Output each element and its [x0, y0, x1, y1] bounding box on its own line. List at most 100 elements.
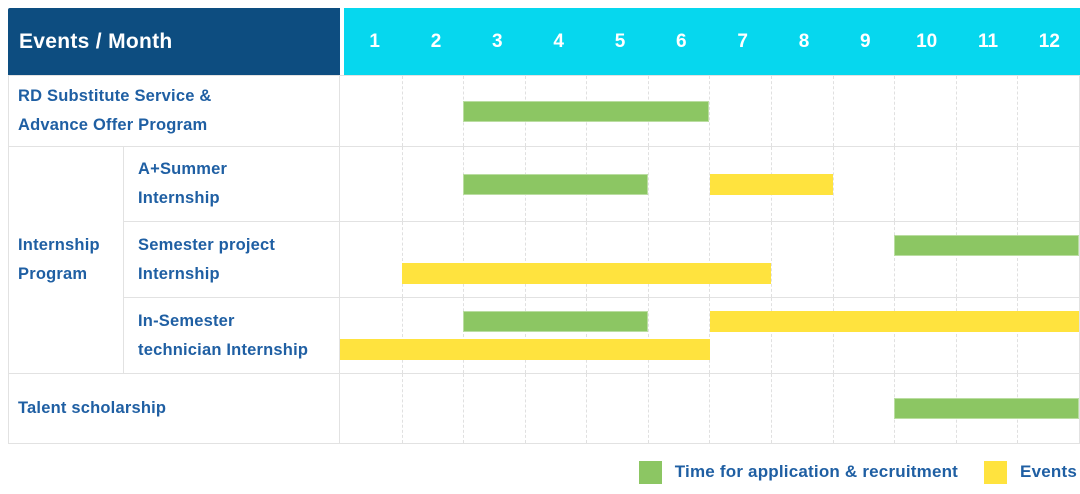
grid-column	[709, 374, 771, 443]
grid-column	[955, 76, 1018, 146]
grid-column	[524, 298, 587, 373]
grid-column	[647, 147, 710, 221]
events-bar	[340, 339, 710, 360]
table-subrow: In-Semester technician Internship	[124, 298, 1079, 373]
row-label-line: Semester project	[138, 235, 276, 254]
grid-column	[1017, 222, 1079, 297]
row-label-line: In-Semester	[138, 311, 235, 330]
table-row: RD Substitute Service & Advance Offer Pro…	[9, 76, 1079, 147]
grid-column	[832, 222, 895, 297]
application-recruitment-bar	[463, 311, 648, 332]
month-label: 10	[916, 30, 938, 52]
grid-column	[340, 374, 402, 443]
row-label-line: Internship	[138, 189, 220, 207]
month-label: 11	[977, 30, 999, 52]
grid-column	[340, 76, 402, 146]
row-label-line: Internship	[138, 264, 220, 283]
grid-column	[955, 222, 1018, 297]
row-label-line: Advance Offer Program	[18, 116, 208, 134]
grid-column	[894, 147, 956, 221]
legend-application-label: Time for application & recruitment	[674, 462, 959, 481]
grid-column	[340, 147, 402, 221]
grid-column	[832, 147, 895, 221]
grid-column	[894, 76, 956, 146]
grid-column	[647, 298, 710, 373]
legend-events-label: Events	[1020, 462, 1077, 481]
grid-column	[463, 374, 525, 443]
grid-column	[771, 76, 833, 146]
subrow-label: In-Semester technician Internship	[124, 298, 340, 373]
grid-column	[709, 222, 771, 297]
grid-column	[709, 76, 771, 146]
month-header-strip: 1 2 3 4 5 6 7 8 9 10 11 12	[344, 8, 1080, 75]
month-label: 3	[492, 30, 503, 52]
row-label-line: Program	[18, 265, 88, 283]
grid-column	[771, 222, 833, 297]
legend-application-swatch	[638, 460, 662, 484]
grid-column	[340, 222, 402, 297]
application-recruitment-bar	[894, 235, 1079, 256]
grid-column	[401, 222, 464, 297]
group-subrows: A+Summer Internship Semester project Intern…	[124, 147, 1079, 373]
table-body: RD Substitute Service & Advance Offer Pro…	[8, 75, 1080, 444]
grid-column	[832, 76, 895, 146]
grid-column	[832, 374, 895, 443]
timeline-cell	[340, 298, 1079, 373]
row-label-line: RD Substitute Service &	[18, 87, 212, 106]
grid-column	[463, 222, 525, 297]
month-label: 7	[737, 30, 748, 52]
events-bar	[709, 173, 833, 195]
timeline-cell	[340, 222, 1079, 297]
table-row-group: Internship Program A+Summer Internship Semes…	[9, 147, 1079, 374]
month-label: 12	[1038, 30, 1060, 52]
row-label-line: Talent scholarship	[18, 399, 167, 418]
grid-column	[586, 298, 648, 373]
events-bar	[401, 263, 772, 284]
row-label-line: Internship	[18, 236, 100, 255]
application-recruitment-bar	[463, 173, 648, 195]
table-subrow: Semester project Internship	[124, 222, 1079, 298]
grid-column	[894, 298, 956, 373]
table-row: Talent scholarship	[9, 374, 1079, 443]
row-label-line: technician Internship	[138, 340, 309, 359]
grid-column	[340, 298, 402, 373]
grid-column	[955, 147, 1018, 221]
application-recruitment-bar	[894, 398, 1079, 419]
grid-column	[647, 222, 710, 297]
timeline-cell	[340, 76, 1079, 146]
grid-column	[524, 374, 587, 443]
grid-column	[401, 374, 464, 443]
month-label: 4	[553, 30, 564, 52]
grid-column	[1017, 147, 1079, 221]
row-label: RD Substitute Service & Advance Offer Pro…	[9, 76, 340, 146]
grid-column	[955, 298, 1018, 373]
month-label: 5	[614, 30, 626, 52]
events-bar	[709, 311, 1079, 332]
timeline-cell	[340, 374, 1079, 443]
grid-column	[586, 222, 648, 297]
month-label: 6	[676, 30, 687, 52]
gantt-schedule-table: Events / Month 1 2 3 4 5 6 7 8 9 10 11 12 RD Substi…	[8, 8, 1080, 444]
grid-column	[1017, 298, 1079, 373]
grid-column	[401, 76, 464, 146]
timeline-cell	[340, 147, 1079, 221]
grid-column	[401, 147, 464, 221]
grid-column	[1017, 76, 1079, 146]
group-label: Internship Program	[9, 147, 124, 373]
legend: Time for application & recruitment Event…	[638, 458, 1077, 486]
grid-column	[524, 222, 587, 297]
table-subrow: A+Summer Internship	[124, 147, 1079, 222]
grid-column	[771, 298, 833, 373]
month-label: 2	[430, 30, 442, 52]
grid-column	[709, 298, 771, 373]
grid-column	[832, 298, 895, 373]
table-header: Events / Month 1 2 3 4 5 6 7 8 9 10 11 12	[8, 8, 1080, 75]
grid-column	[647, 374, 710, 443]
grid-column	[463, 298, 525, 373]
application-recruitment-bar	[463, 100, 710, 122]
month-label: 9	[860, 30, 871, 52]
subrow-label: A+Summer Internship	[124, 147, 340, 221]
row-label: Talent scholarship	[9, 374, 340, 443]
legend-events-swatch	[984, 460, 1008, 484]
subrow-label: Semester project Internship	[124, 222, 340, 297]
